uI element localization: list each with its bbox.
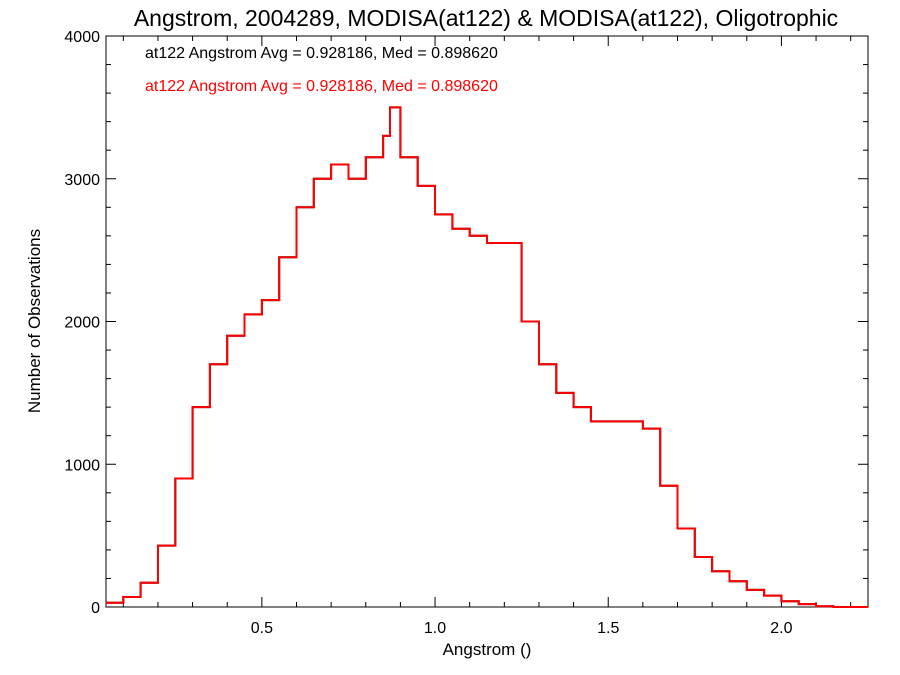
series-line-black: [106, 106, 868, 608]
y-tick-label: 1000: [64, 457, 100, 474]
x-tick-label: 0.5: [251, 620, 273, 637]
x-tick-label: 1.0: [424, 620, 446, 637]
y-tick-label: 2000: [64, 315, 100, 332]
annotation-red: at122 Angstrom Avg = 0.928186, Med = 0.8…: [145, 78, 498, 95]
annotation-black: at122 Angstrom Avg = 0.928186, Med = 0.8…: [145, 45, 498, 62]
series-layer: [106, 106, 868, 608]
y-axis-label: Number of Observations: [25, 229, 44, 413]
axis-ticks: 0.5 1.0 1.5 2.0 0 1000 2000 3000 4000: [64, 29, 868, 637]
y-tick-label: 4000: [64, 29, 100, 46]
series-line-red: [106, 106, 868, 608]
x-tick-label: 2.0: [770, 620, 792, 637]
chart-title: Angstrom, 2004289, MODISA(at122) & MODIS…: [134, 5, 838, 31]
x-tick-label: 1.5: [597, 620, 619, 637]
y-tick-label: 3000: [64, 172, 100, 189]
y-tick-label: 0: [91, 600, 100, 617]
x-axis-label: Angstrom (): [443, 640, 532, 659]
plot-frame: [105, 35, 869, 608]
